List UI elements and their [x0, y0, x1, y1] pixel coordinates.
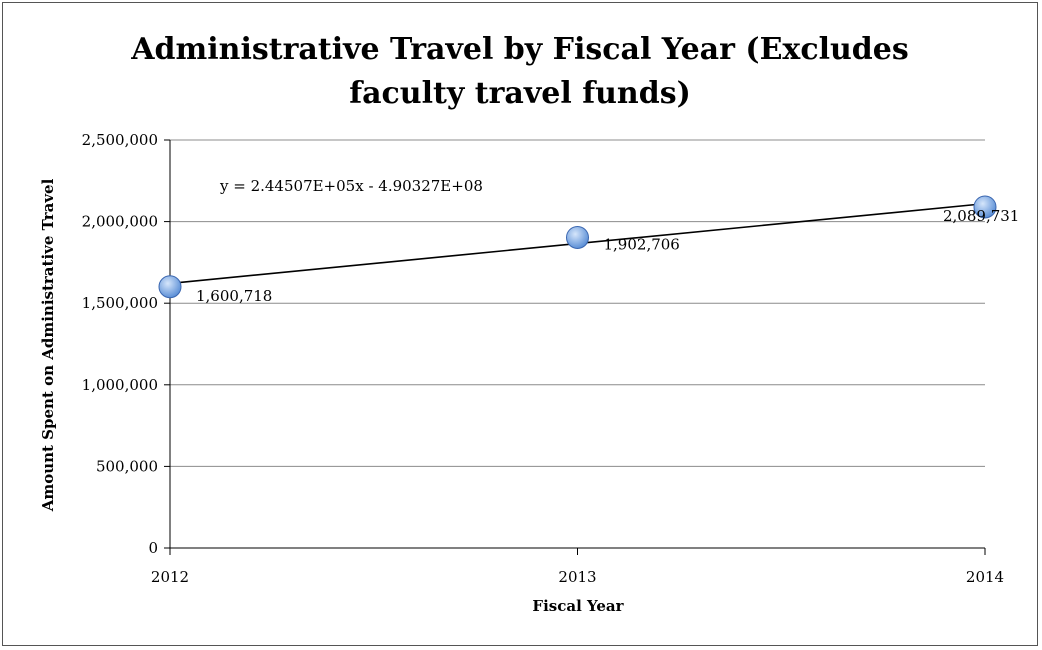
x-tick-label: 2014 [966, 568, 1004, 586]
y-tick-label: 2,000,000 [82, 213, 158, 231]
y-tick-label: 2,500,000 [82, 131, 158, 149]
x-tick-label: 2012 [151, 568, 189, 586]
data-labels: 1,600,718 1,902,706 2,089,731 [196, 207, 1019, 305]
x-tick-labels: 2012 2013 2014 [151, 568, 1004, 586]
y-tick-label: 500,000 [96, 457, 158, 475]
trendline-equation: y = 2.44507E+05x - 4.90327E+08 [219, 177, 483, 195]
data-label: 2,089,731 [943, 207, 1019, 225]
data-label: 1,600,718 [196, 287, 272, 305]
data-point [566, 225, 589, 249]
x-tick-label: 2013 [558, 568, 596, 586]
x-axis-title: Fiscal Year [532, 597, 624, 615]
gridlines [170, 139, 985, 467]
y-axis-title: Amount Spent on Administrative Travel [39, 178, 57, 512]
data-point [158, 275, 182, 299]
y-tick-label: 1,000,000 [82, 376, 158, 394]
data-points [158, 195, 997, 299]
y-tick-labels: 0 500,000 1,000,000 1,500,000 2,000,000 2,500… [82, 131, 158, 557]
data-point [973, 195, 997, 219]
y-tick-label: 0 [148, 539, 158, 557]
y-tick-label: 1,500,000 [82, 294, 158, 312]
axes [164, 139, 986, 555]
data-label: 1,902,706 [604, 235, 680, 253]
chart-title: Administrative Travel by Fiscal Year (Ex… [131, 32, 909, 111]
